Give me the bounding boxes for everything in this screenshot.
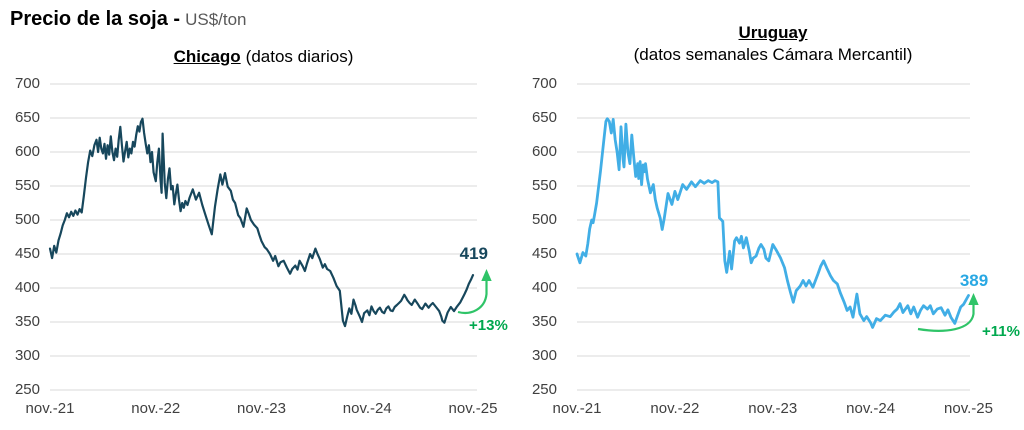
y-tick-label: 500 <box>14 211 40 228</box>
x-tick-label: nov.-25 <box>944 400 993 417</box>
x-tick-label: nov.-22 <box>650 400 700 417</box>
page-title: Precio de la soja - US$/ton <box>10 8 247 31</box>
y-tick-label: 250 <box>14 381 40 398</box>
y-tick-label: 550 <box>14 177 40 194</box>
y-tick-label: 300 <box>14 347 40 364</box>
uruguay-increase-arrowhead-icon <box>968 293 979 305</box>
y-tick-label: 450 <box>14 245 40 262</box>
y-tick-label: 450 <box>531 245 557 262</box>
uruguay-gridlines <box>577 83 970 391</box>
y-tick-label: 400 <box>14 279 40 296</box>
page-title-text: Precio de la soja - <box>10 8 181 30</box>
chicago-price-line <box>48 117 475 328</box>
x-tick-label: nov.-21 <box>552 400 602 417</box>
chicago-end-value: 419 <box>459 244 488 263</box>
x-tick-label: nov.-21 <box>25 400 75 417</box>
y-tick-label: 600 <box>14 143 40 160</box>
y-tick-label: 600 <box>531 143 557 160</box>
uruguay-title-subtitle: (datos semanales Cámara Mercantil) <box>633 45 913 64</box>
y-tick-label: 550 <box>531 177 557 194</box>
x-tick-label: nov.-23 <box>748 400 798 417</box>
chicago-gridlines <box>50 83 477 391</box>
y-tick-label: 300 <box>531 347 557 364</box>
chicago-chart-title: Chicago (datos diarios) <box>50 47 477 67</box>
chicago-increase-arrow-icon <box>457 280 488 314</box>
chicago-increase-arrowhead-icon <box>481 269 492 281</box>
uruguay-chart-title: Uruguay (datos semanales Cámara Mercanti… <box>567 22 979 66</box>
chicago-title-subtitle: (datos diarios) <box>245 47 354 66</box>
y-tick-label: 500 <box>531 211 557 228</box>
uruguay-end-value: 389 <box>959 271 989 290</box>
y-tick-label: 650 <box>14 109 40 126</box>
y-tick-label: 350 <box>14 313 40 330</box>
y-tick-label: 250 <box>531 381 557 398</box>
uruguay-increase-arrow-icon <box>917 304 975 332</box>
y-tick-label: 650 <box>531 109 557 126</box>
x-tick-label: nov.-25 <box>448 400 498 417</box>
x-tick-label: nov.-23 <box>237 400 286 417</box>
chicago-title-text: Chicago <box>173 47 241 66</box>
y-tick-label: 400 <box>531 279 557 296</box>
x-tick-label: nov.-24 <box>342 400 392 417</box>
uruguay-pct-change: +11% <box>982 323 1020 340</box>
page-title-unit: US$/ton <box>185 10 247 29</box>
uruguay-title-text: Uruguay <box>738 23 808 42</box>
y-tick-label: 350 <box>531 313 557 330</box>
x-tick-label: nov.-24 <box>846 400 896 417</box>
y-tick-label: 700 <box>531 75 557 92</box>
y-tick-label: 700 <box>14 75 40 92</box>
chicago-pct-change: +13% <box>469 317 508 334</box>
x-tick-label: nov.-22 <box>131 400 181 417</box>
uruguay-price-line <box>575 117 970 329</box>
